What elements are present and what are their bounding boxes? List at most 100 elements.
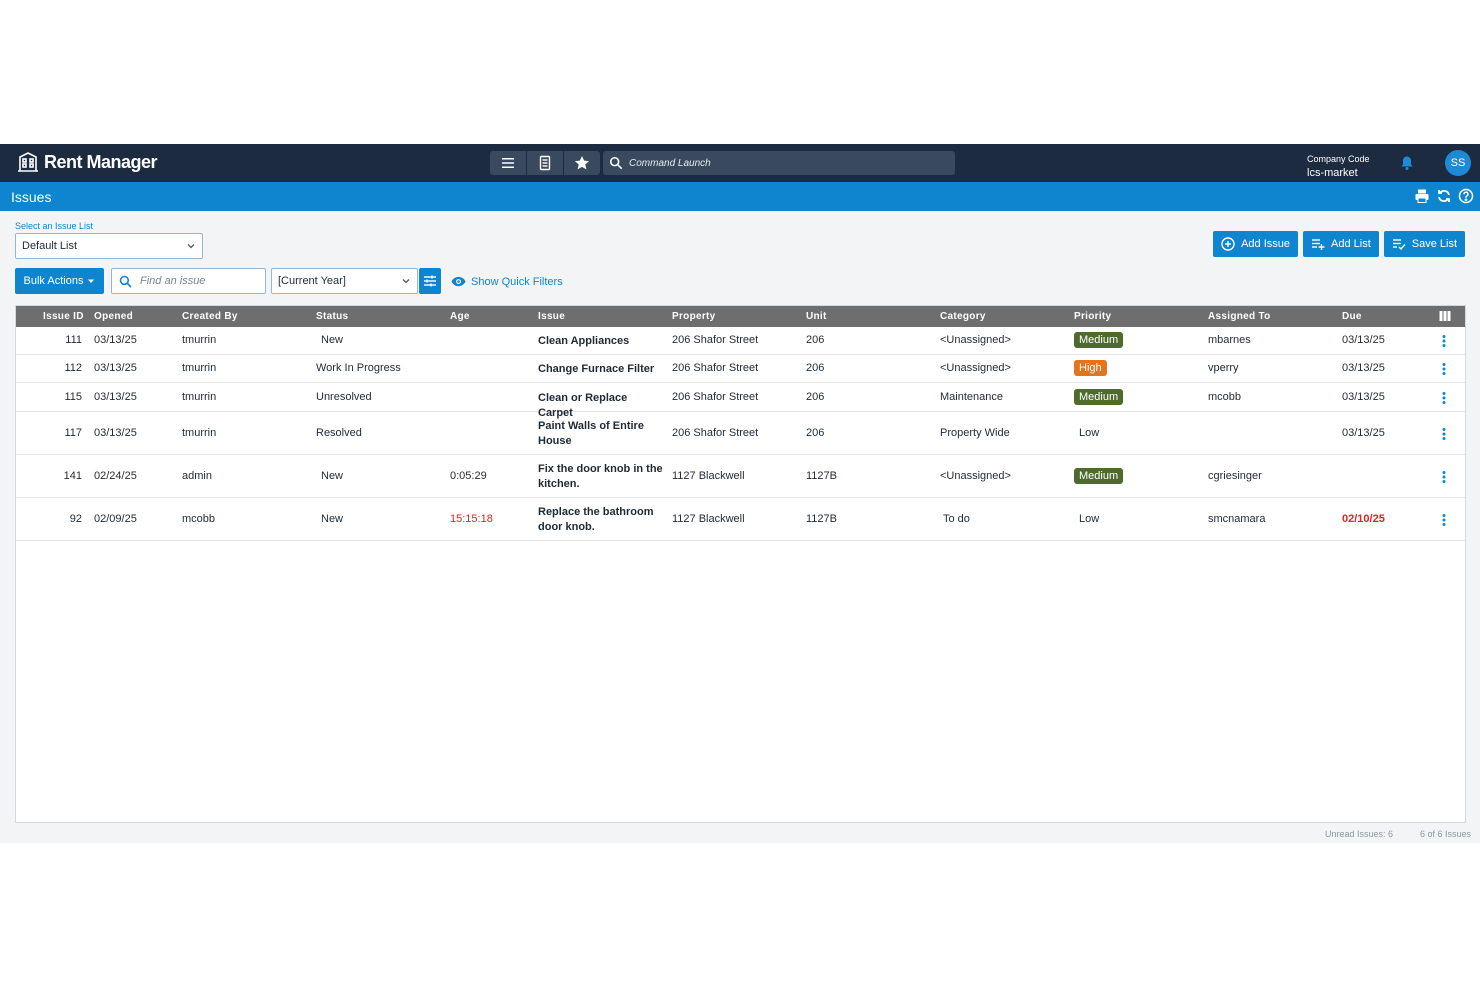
chevron-down-icon <box>187 244 195 249</box>
issue-row[interactable]: 141 02/24/25 admin New 0:05:29 Fix the door k… <box>16 455 1465 498</box>
documents-button[interactable] <box>527 151 563 175</box>
find-issue-field[interactable] <box>111 268 266 294</box>
cell-assigned-to: mbarnes <box>1208 334 1251 346</box>
cell-category: Property Wide <box>940 426 1010 439</box>
chevron-down-icon <box>402 279 410 284</box>
issue-list-dropdown[interactable]: Default List <box>15 233 203 259</box>
filter-settings-button[interactable] <box>419 268 441 294</box>
row-menu-icon[interactable] <box>1438 427 1450 441</box>
row-menu-icon[interactable] <box>1438 334 1450 348</box>
playlist-check-icon <box>1392 239 1406 251</box>
issue-row[interactable]: 111 03/13/25 tmurrin New Clean Appliances 206… <box>16 327 1465 355</box>
date-range-value: [Current Year] <box>278 275 346 287</box>
cell-created-by: admin <box>182 469 212 482</box>
page-header-actions <box>1414 188 1474 204</box>
col-due-header[interactable]: Due <box>1342 311 1362 322</box>
date-range-dropdown[interactable]: [Current Year] <box>271 268 418 294</box>
cell-issue-id: 115 <box>64 390 82 403</box>
col-issue-id-header[interactable]: Issue ID <box>43 311 84 322</box>
top-navigation-bar: Rent Manager Command Launch Company Code… <box>0 144 1480 182</box>
bulk-actions-button[interactable]: Bulk Actions <box>15 268 104 294</box>
cell-opened: 03/13/25 <box>94 390 137 403</box>
cell-created-by: tmurrin <box>182 334 217 346</box>
cell-category: <Unassigned> <box>940 469 1011 482</box>
cell-created-by: tmurrin <box>182 362 217 374</box>
company-code: Company Code lcs-market <box>1307 152 1370 180</box>
row-menu-icon[interactable] <box>1438 513 1450 527</box>
page-header: Issues <box>0 182 1480 211</box>
favorites-button[interactable] <box>564 151 600 175</box>
col-opened-header[interactable]: Opened <box>94 311 134 322</box>
col-assigned-to-header[interactable]: Assigned To <box>1208 311 1271 322</box>
cell-assigned-to: mcobb <box>1208 390 1242 403</box>
unread-issues-count: Unread Issues: 6 <box>1325 829 1394 839</box>
col-issue-header[interactable]: Issue <box>538 311 566 322</box>
plus-circle-icon <box>1221 237 1235 251</box>
brand-name: Rent Manager <box>44 151 158 172</box>
cell-issue: Clean or Replace Carpet <box>538 391 628 419</box>
col-created-by-header[interactable]: Created By <box>182 311 238 322</box>
issue-list-label: Select an Issue List <box>15 221 94 231</box>
save-list-label: Save List <box>1411 238 1457 250</box>
cell-due: 03/13/25 <box>1342 362 1385 374</box>
cell-issue-id: 141 <box>63 469 82 482</box>
print-icon[interactable] <box>1414 188 1430 204</box>
find-issue-input[interactable] <box>140 275 250 287</box>
cell-issue: Clean Appliances <box>538 335 630 347</box>
cell-unit: 206 <box>806 362 825 374</box>
cell-status: New <box>321 334 344 346</box>
issue-row[interactable]: 115 03/13/25 tmurrin Unresolved Clean or Rep… <box>16 383 1465 419</box>
cell-assigned-to: smcnamara <box>1208 512 1266 525</box>
row-menu-icon[interactable] <box>1438 470 1450 484</box>
cell-status: New <box>321 469 344 482</box>
search-icon <box>119 275 132 288</box>
cell-priority: Medium <box>1074 332 1124 348</box>
hamburger-icon <box>502 158 514 168</box>
col-unit-header[interactable]: Unit <box>806 311 827 322</box>
add-issue-button[interactable]: Add Issue <box>1213 231 1298 257</box>
issues-grid: Issue ID Opened Created By Status Age Issue Pr… <box>15 305 1466 823</box>
caret-down-icon <box>88 279 95 283</box>
cell-issue: Change Furnace Filter <box>538 363 655 375</box>
issue-row[interactable]: 92 02/09/25 mcobb New 15:15:18 Replace the ba… <box>16 498 1465 541</box>
cell-created-by: tmurrin <box>182 390 217 403</box>
star-icon <box>574 156 590 170</box>
row-menu-icon[interactable] <box>1438 391 1450 405</box>
cell-property: 206 Shafor Street <box>672 390 759 403</box>
menu-button[interactable] <box>490 151 526 175</box>
cell-created-by: tmurrin <box>182 426 217 439</box>
cell-property: 1127 Blackwell <box>672 469 745 482</box>
cell-status: Work In Progress <box>316 362 401 374</box>
bell-icon[interactable] <box>1399 155 1415 171</box>
company-code-label: Company Code <box>1307 154 1370 164</box>
refresh-icon[interactable] <box>1436 188 1452 204</box>
bulk-actions-label: Bulk Actions <box>23 275 84 287</box>
col-status-header[interactable]: Status <box>316 311 349 322</box>
page-title: Issues <box>11 189 52 205</box>
show-quick-filters-link[interactable]: Show Quick Filters <box>451 274 563 289</box>
column-chooser-icon[interactable] <box>1439 310 1451 322</box>
row-menu-icon[interactable] <box>1438 362 1450 376</box>
command-launch-input[interactable]: Command Launch <box>603 151 955 175</box>
save-list-button[interactable]: Save List <box>1383 231 1465 257</box>
cell-property: 1127 Blackwell <box>672 512 745 525</box>
cell-age: 15:15:18 <box>450 512 493 525</box>
col-priority-header[interactable]: Priority <box>1074 311 1112 322</box>
issue-list-value: Default List <box>22 240 78 252</box>
cell-created-by: mcobb <box>182 512 216 525</box>
cell-category: <Unassigned> <box>940 334 1011 346</box>
help-icon[interactable] <box>1458 188 1474 204</box>
cell-issue-id: 112 <box>64 362 82 374</box>
add-issue-label: Add Issue <box>1241 238 1290 250</box>
col-property-header[interactable]: Property <box>672 311 716 322</box>
cell-opened: 02/24/25 <box>94 469 137 482</box>
cell-status: Unresolved <box>316 390 372 403</box>
brand-logo[interactable]: Rent Manager <box>16 150 158 174</box>
user-avatar[interactable]: SS <box>1445 150 1471 176</box>
issue-row[interactable]: 112 03/13/25 tmurrin Work In Progress Change… <box>16 355 1465 383</box>
issue-row[interactable]: 117 03/13/25 tmurrin Resolved Paint Walls of… <box>16 412 1465 455</box>
col-age-header[interactable]: Age <box>450 311 470 322</box>
cell-unit: 1127B <box>806 512 837 525</box>
col-category-header[interactable]: Category <box>940 311 986 322</box>
add-list-button[interactable]: Add List <box>1303 231 1379 257</box>
